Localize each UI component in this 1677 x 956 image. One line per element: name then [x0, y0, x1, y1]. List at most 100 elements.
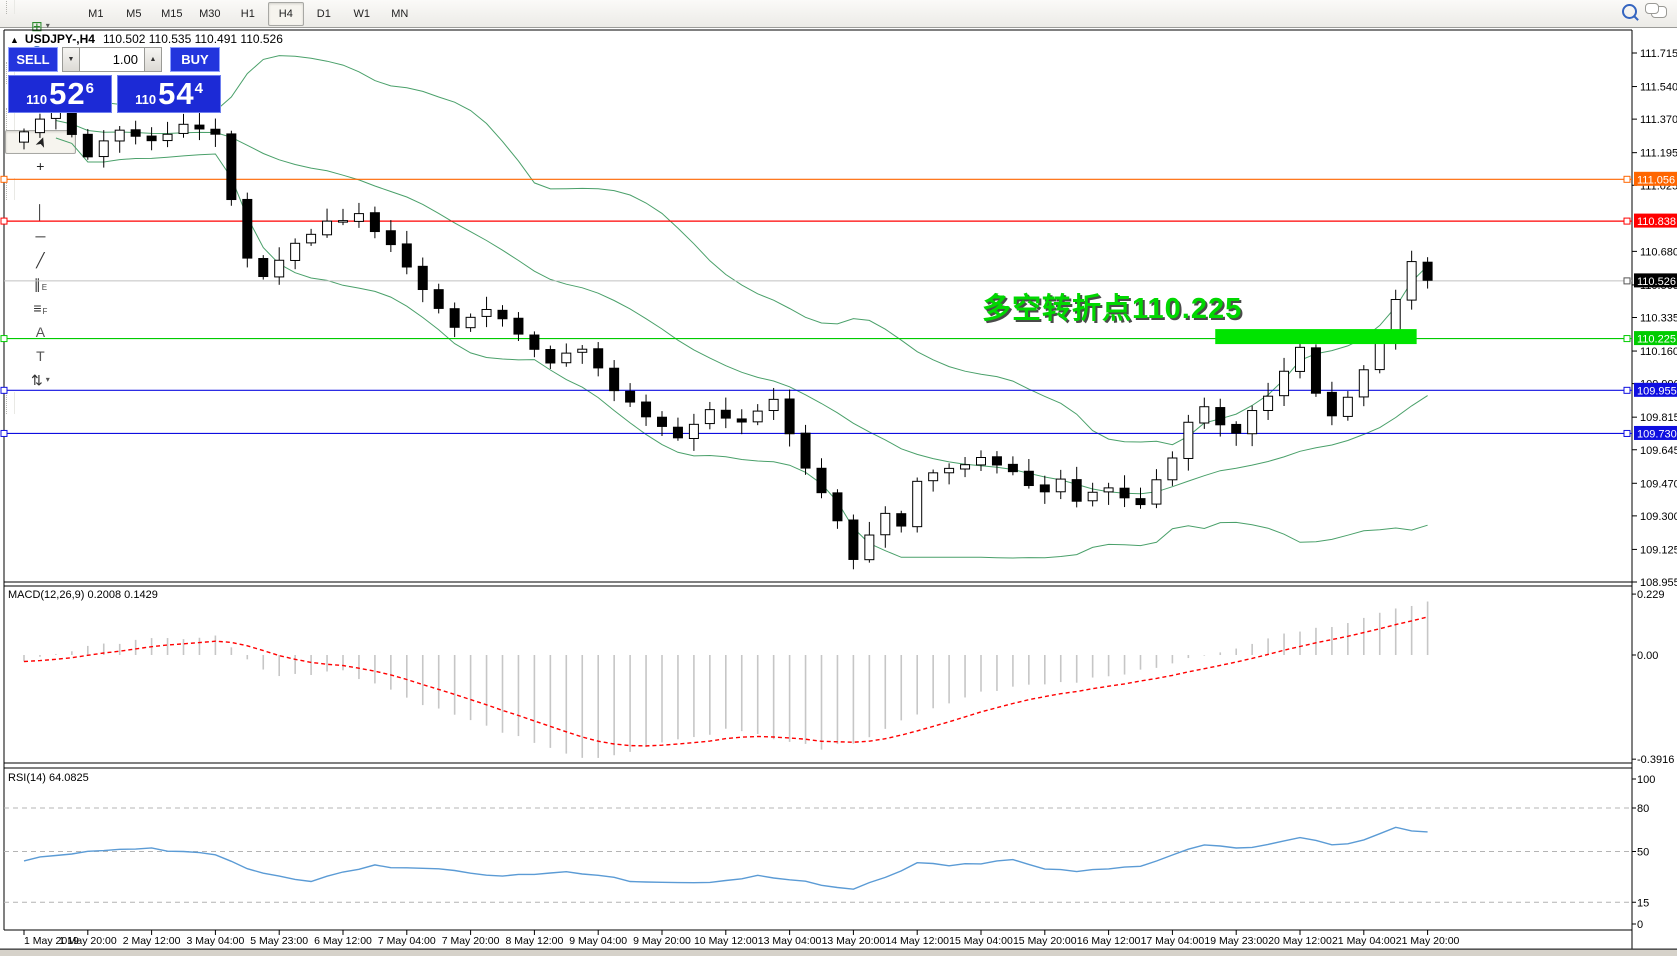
timeframe-m1[interactable]: M1 [88, 7, 104, 20]
time-label: 1 May 20:00 [59, 935, 117, 947]
time-label: 9 May 20:00 [633, 935, 691, 947]
price-level-handle[interactable] [0, 335, 8, 343]
timeframe-m5[interactable]: M5 [126, 7, 142, 20]
candle-body [369, 212, 380, 233]
candle-body [928, 472, 939, 482]
time-label: 8 May 12:00 [506, 935, 564, 947]
buy-price-prefix: 110 [135, 92, 157, 107]
candle-body [178, 123, 189, 134]
macd-axis-label: 0.00 [1637, 650, 1658, 662]
trendline-button[interactable]: ╱ [5, 248, 76, 272]
trendline-icon: ╱ [36, 251, 45, 268]
level-111.056-anchor [1623, 175, 1631, 183]
candle-body [66, 109, 77, 135]
buy-price-box[interactable]: 110 54 4 [117, 75, 221, 113]
candle-body [1007, 463, 1018, 473]
level-111.056-badge [1634, 171, 1677, 186]
volume-increase-button[interactable]: ▲ [144, 47, 162, 72]
candle-body [34, 118, 45, 134]
chart-annotation-text[interactable]: 多空转折点110.225 [982, 293, 1243, 325]
candle-body [625, 390, 636, 403]
candle-body [1263, 395, 1274, 411]
text-button[interactable]: A [5, 320, 76, 344]
candle-body [1215, 407, 1226, 426]
price-level-handle[interactable] [0, 217, 8, 225]
time-label: 6 May 12:00 [314, 935, 372, 947]
horizontal-line-button[interactable]: ─ [5, 224, 76, 248]
candle-body [880, 512, 891, 536]
chart-window-header: ▲ USDJPY-,H4 110.502 110.535 110.491 110.5… [10, 32, 283, 46]
arrows-button[interactable]: ⇅ ▾ [5, 368, 76, 392]
fibonacci-button[interactable]: ≡ F [5, 296, 76, 320]
volume-decrease-button[interactable]: ▼ [62, 47, 80, 72]
price-tick-label: 108.955 [1640, 577, 1677, 589]
crosshair-button[interactable]: + [5, 154, 76, 178]
equidistant-channel-button[interactable]: ∥ E [5, 272, 76, 296]
price-level-handle[interactable] [0, 386, 8, 394]
candle-body [641, 401, 652, 418]
macd-pane: 0.229 0.00 -0.3916 [23, 589, 1674, 766]
sell-price-box[interactable]: 110 52 6 [8, 75, 112, 113]
candle-body [353, 213, 364, 222]
candle-body [1342, 396, 1353, 417]
timeframe-h1[interactable]: H1 [240, 7, 255, 20]
price-tick-label: 109.815 [1640, 412, 1677, 424]
macd-signal-line [23, 616, 1428, 747]
equidistant-channel-sub-label: E [41, 283, 48, 292]
timeframe-w1[interactable]: W1 [353, 7, 371, 20]
time-label: 5 May 23:00 [250, 935, 308, 947]
candle-body [401, 243, 412, 268]
candle-body [481, 308, 492, 317]
level-110.838-anchor [1623, 217, 1631, 225]
vertical-line-button[interactable]: │ [5, 200, 76, 224]
timeframe-m15[interactable]: M15 [161, 7, 183, 20]
level-109.730-anchor [1623, 429, 1631, 437]
time-label: 21 May 04:00 [1332, 935, 1396, 947]
time-label: 3 May 04:00 [187, 935, 245, 947]
candle-body [1103, 487, 1114, 493]
candle-body [800, 432, 811, 469]
candle-body [385, 230, 396, 246]
timeframe-m30[interactable]: M30 [199, 7, 221, 20]
price-tick-label: 109.300 [1640, 511, 1677, 523]
price-tick-label: 111.715 [1640, 48, 1677, 60]
price-level-handle[interactable] [0, 175, 8, 183]
text-label-icon: T [36, 347, 45, 364]
price-tick-label: 109.125 [1640, 544, 1677, 556]
candle-body [1247, 410, 1258, 435]
window-bottom-edge [0, 949, 1677, 956]
macd-indicator-label: MACD(12,26,9) 0.2008 0.1429 [8, 589, 158, 601]
time-label: 20 May 12:00 [1268, 935, 1332, 947]
sell-price-prefix: 110 [26, 92, 48, 107]
candle-body [146, 135, 157, 142]
time-label: 9 May 04:00 [569, 935, 627, 947]
rsi-axis-label: 100 [1637, 774, 1655, 786]
candle-body [561, 352, 572, 364]
price-tick-label: 110.680 [1640, 246, 1677, 258]
new-chart-button[interactable]: ⊞ ▾ [5, 14, 76, 38]
timeframe-d1[interactable]: D1 [316, 7, 331, 20]
candle-body [529, 334, 540, 350]
highlight-zone[interactable] [1215, 329, 1417, 345]
price-level-handle[interactable] [0, 429, 8, 437]
time-label: 15 May 20:00 [1013, 935, 1077, 947]
volume-input[interactable] [80, 47, 144, 72]
candle-body [1039, 484, 1050, 493]
timeframe-h4[interactable]: H4 [267, 1, 304, 26]
candle-body [513, 317, 524, 335]
buy-button[interactable]: BUY [170, 47, 220, 72]
price-pane: 111.715111.540111.370111.195111.025110.6… [0, 48, 1677, 589]
text-label-button[interactable]: T [5, 344, 76, 368]
candle-body [82, 133, 93, 158]
time-label: 13 May 20:00 [822, 935, 886, 947]
collapse-panel-arrow[interactable]: ▲ [10, 35, 19, 45]
bollinger-middle-band [55, 120, 1428, 495]
search-icon[interactable] [1622, 4, 1637, 19]
candle-body [210, 128, 221, 135]
timeframe-group: M1 M5 M15 M30 H1 H4 D1 W1 MN [77, 1, 419, 26]
sell-button[interactable]: SELL [8, 47, 58, 72]
chat-icon[interactable] [1645, 2, 1667, 18]
timeframe-mn[interactable]: MN [391, 7, 409, 20]
chevron-down-icon: ▾ [45, 375, 50, 384]
candle-body [338, 220, 348, 223]
